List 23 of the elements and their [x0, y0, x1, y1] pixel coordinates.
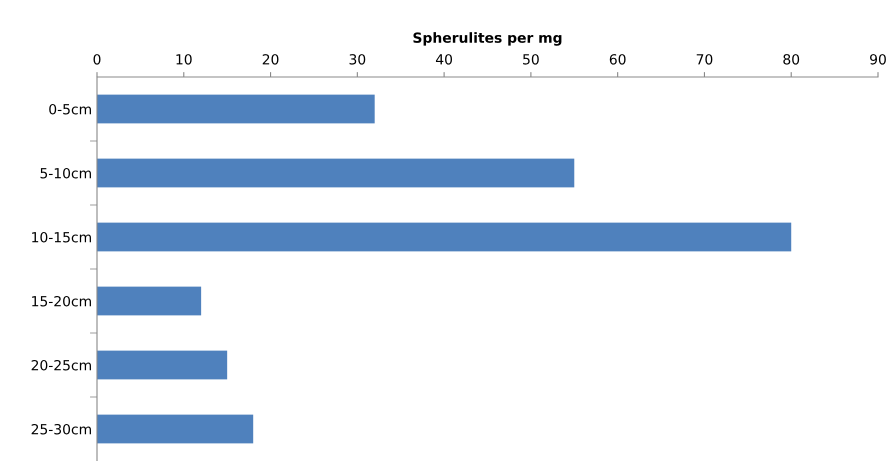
x-tick-label: 80 — [783, 54, 800, 65]
y-tick-label: 0-5cm — [49, 104, 91, 114]
x-tick-label: 60 — [610, 54, 626, 65]
x-tick-label: 70 — [696, 54, 712, 65]
bar — [97, 94, 375, 124]
bar — [97, 414, 254, 444]
x-tick-label: 30 — [350, 54, 366, 65]
x-tick-label: 90 — [870, 54, 886, 65]
y-tick-label: 25-30cm — [32, 424, 91, 434]
x-tick-label: 20 — [262, 54, 278, 65]
x-tick-label: 50 — [523, 54, 539, 65]
bar — [97, 222, 792, 252]
y-tick-label: 10-15cm — [32, 232, 91, 242]
x-tick-label: 10 — [176, 54, 192, 65]
x-axis-title: Spherulites per mg — [413, 32, 562, 46]
x-tick-label: 40 — [436, 54, 452, 65]
y-tick-label: 20-25cm — [32, 360, 91, 370]
y-tick-label: 15-20cm — [32, 296, 91, 306]
bar — [97, 158, 574, 188]
x-tick-label: 0 — [93, 54, 100, 65]
bar — [97, 350, 228, 380]
bar — [97, 286, 202, 316]
y-tick-label: 5-10cm — [40, 168, 91, 178]
